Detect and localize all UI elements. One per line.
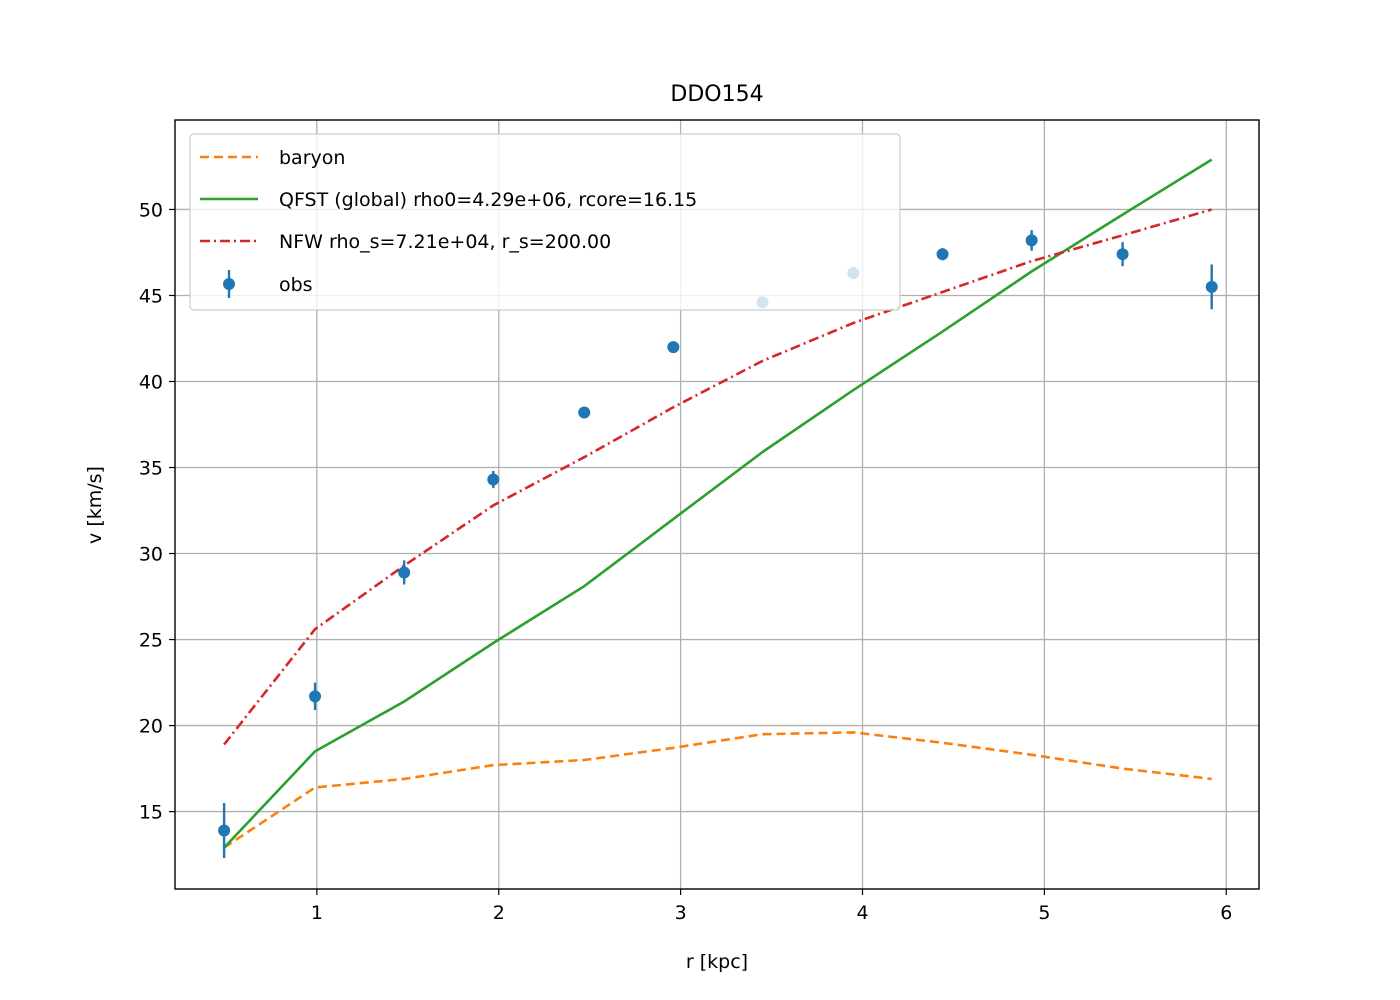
y-tick-label: 50 <box>139 199 163 221</box>
x-tick-label: 2 <box>493 902 505 924</box>
legend: baryon QFST (global) rho0=4.29e+06, rcore… <box>189 133 901 311</box>
legend-obs-marker <box>223 278 235 290</box>
x-tick-label: 5 <box>1038 902 1050 924</box>
y-tick-label: 35 <box>139 458 163 480</box>
y-tick-label: 40 <box>139 371 163 393</box>
obs-point <box>398 566 411 579</box>
x-tick-label: 6 <box>1220 902 1232 924</box>
legend-box <box>189 133 901 311</box>
y-tick-label: 30 <box>139 544 163 566</box>
obs-point <box>1205 280 1218 293</box>
y-tick-label: 25 <box>139 630 163 652</box>
obs-point <box>1025 234 1038 247</box>
obs-point <box>578 406 591 419</box>
y-tick-label: 20 <box>139 716 163 738</box>
qfst-line <box>223 158 1213 849</box>
baryon-line <box>223 731 1212 849</box>
obs-point <box>1116 248 1129 261</box>
plot-area-frame <box>174 119 1260 890</box>
obs-point <box>218 824 231 837</box>
legend-baryon-label: baryon <box>279 147 345 169</box>
x-tick-label: 1 <box>311 902 323 924</box>
obs-point <box>309 690 322 703</box>
y-tick-label: 45 <box>139 285 163 307</box>
obs-point <box>487 473 500 486</box>
x-tick-label: 4 <box>856 902 868 924</box>
x-axis: 1 2 3 4 5 6 <box>311 889 1232 924</box>
y-axis-label: v [km/s] <box>84 466 106 544</box>
legend-qfst-label: QFST (global) rho0=4.29e+06, rcore=16.15 <box>279 189 697 211</box>
obs-point <box>667 341 680 354</box>
x-axis-label: r [kpc] <box>686 951 748 973</box>
x-tick-label: 3 <box>675 902 687 924</box>
series-layer <box>223 158 1213 849</box>
obs-point <box>936 248 949 261</box>
legend-nfw-label: NFW rho_s=7.21e+04, r_s=200.00 <box>279 231 611 253</box>
legend-obs-label: obs <box>279 274 313 296</box>
y-tick-label: 15 <box>139 802 163 824</box>
y-axis: 15 20 25 30 35 40 45 50 <box>139 199 175 824</box>
chart-title: DDO154 <box>670 82 763 107</box>
